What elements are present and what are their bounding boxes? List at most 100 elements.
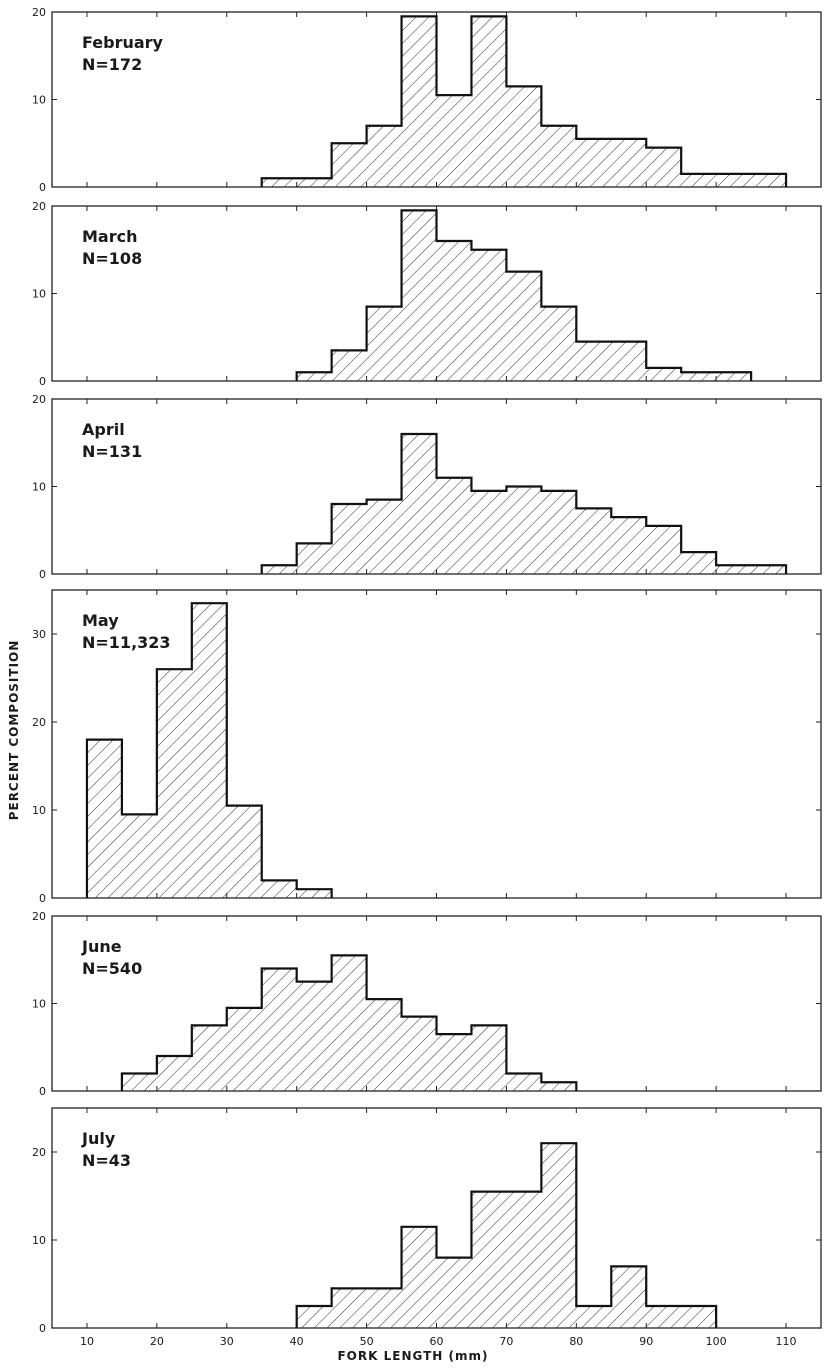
y-tick-label: 20 <box>32 6 46 19</box>
y-tick-label: 20 <box>32 716 46 729</box>
y-tick-label: 0 <box>39 181 46 194</box>
histogram-bar <box>401 434 437 574</box>
histogram-bar <box>296 178 332 187</box>
histogram-bar <box>436 1257 472 1328</box>
histogram-bar <box>296 543 332 574</box>
histogram-bar <box>576 1306 612 1328</box>
panel-july: 0 10 20 July N=43 10 20 30 40 50 60 70 80 90 100 110 <box>32 1107 822 1348</box>
x-tick-label: 30 <box>220 1335 234 1348</box>
histogram-bar <box>296 889 332 898</box>
histogram-bar <box>681 372 717 381</box>
histogram-bar <box>366 125 402 187</box>
y-tick-label: 0 <box>39 568 46 581</box>
histogram-bar <box>681 173 717 187</box>
histogram-bar <box>611 138 647 187</box>
y-tick-label: 20 <box>32 200 46 213</box>
y-tick-label: 10 <box>32 288 46 301</box>
x-tick-label: 50 <box>360 1335 374 1348</box>
sample-size-label: N=131 <box>82 442 142 461</box>
panel-may: 0 10 20 30 May N=11,323 <box>32 589 822 905</box>
x-tick-label: 70 <box>499 1335 513 1348</box>
y-tick-label: 10 <box>32 94 46 107</box>
month-label: May <box>82 611 119 630</box>
histogram-bar <box>401 1016 437 1091</box>
y-tick-label: 30 <box>32 628 46 641</box>
histogram-bar <box>471 490 507 574</box>
histogram-bar <box>541 125 577 187</box>
x-tick-label: 10 <box>80 1335 94 1348</box>
histogram-outline <box>260 15 788 187</box>
y-tick-label: 20 <box>32 910 46 923</box>
histogram-bar <box>366 499 402 574</box>
histogram-bar <box>681 1306 717 1328</box>
histogram-bar <box>541 1082 577 1091</box>
histogram-bar <box>646 1306 682 1328</box>
panel-february: 0 10 20 February N=172 <box>32 6 822 194</box>
histogram-bar <box>401 210 437 381</box>
histogram-bar <box>366 999 402 1091</box>
histogram-bar <box>541 490 577 574</box>
histogram-bar <box>436 95 472 187</box>
histogram-bar <box>296 1306 332 1328</box>
histogram-bar <box>296 372 332 381</box>
month-label: July <box>81 1129 116 1148</box>
histogram-bar <box>331 143 367 187</box>
histogram-bar <box>121 1073 157 1091</box>
histogram-bar <box>331 1288 367 1328</box>
histogram-bar <box>751 565 787 574</box>
histogram-bar <box>331 955 367 1091</box>
histogram-bar <box>401 16 437 187</box>
histogram-bar <box>681 552 717 574</box>
histogram-bar <box>191 603 227 898</box>
histogram-bar <box>261 880 297 898</box>
histogram-bar <box>436 477 472 574</box>
sample-size-label: N=540 <box>82 959 142 978</box>
y-tick-label: 0 <box>39 1322 46 1335</box>
y-tick-label: 10 <box>32 1234 46 1247</box>
y-tick-label: 20 <box>32 393 46 406</box>
x-tick-label: 20 <box>150 1335 164 1348</box>
histogram-bar <box>471 1191 507 1328</box>
histogram-bar <box>471 16 507 187</box>
histogram-bar <box>121 814 157 898</box>
histogram-bar <box>506 486 542 574</box>
histogram-outline <box>295 1142 718 1328</box>
histogram-outline <box>295 209 753 381</box>
histogram-bar <box>576 138 612 187</box>
histogram-bar <box>261 565 297 574</box>
histogram-bar <box>541 306 577 381</box>
histogram-bar <box>646 147 682 187</box>
sample-size-label: N=11,323 <box>82 633 171 652</box>
histogram-bar <box>716 173 752 187</box>
histogram-bar <box>471 249 507 381</box>
month-label: April <box>82 420 125 439</box>
histogram-bar <box>156 669 192 898</box>
panel-june: 0 10 20 June N=540 <box>32 910 822 1098</box>
histogram-bar <box>471 1025 507 1091</box>
histogram-bar <box>401 1226 437 1328</box>
histogram-bar <box>611 341 647 381</box>
month-label: June <box>81 937 122 956</box>
histogram-bar <box>716 565 752 574</box>
histogram-bar <box>506 86 542 187</box>
histogram-bar <box>331 504 367 574</box>
histogram-bar <box>576 341 612 381</box>
x-tick-label: 110 <box>776 1335 797 1348</box>
histogram-bar <box>646 367 682 381</box>
histogram-bar <box>331 350 367 381</box>
histogram-bar <box>576 508 612 574</box>
sample-size-label: N=172 <box>82 55 142 74</box>
histogram-bar <box>751 173 787 187</box>
histogram-bar <box>506 1191 542 1328</box>
histogram-bar <box>226 805 262 898</box>
histogram-bar <box>86 739 122 898</box>
panel-april: 0 10 20 April N=131 <box>32 393 822 581</box>
month-label: March <box>82 227 137 246</box>
histogram-bar <box>611 517 647 574</box>
x-tick-label: 40 <box>290 1335 304 1348</box>
histogram-bar <box>611 1266 647 1328</box>
histogram-outline <box>120 954 578 1091</box>
histogram-bar <box>541 1143 577 1328</box>
histogram-bar <box>436 1034 472 1091</box>
